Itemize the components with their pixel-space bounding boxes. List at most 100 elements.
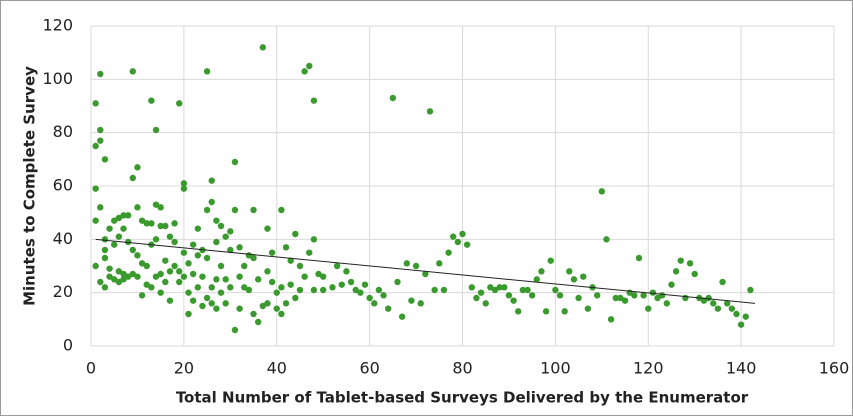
- point: [273, 305, 280, 312]
- point: [292, 294, 299, 302]
- point: [97, 204, 104, 211]
- point: [134, 204, 141, 211]
- point: [208, 300, 215, 307]
- point: [700, 297, 708, 304]
- point: [343, 268, 350, 275]
- point: [120, 212, 127, 219]
- point: [603, 236, 610, 243]
- point: [440, 286, 448, 294]
- point: [231, 206, 239, 214]
- point: [686, 260, 694, 267]
- point: [593, 292, 601, 299]
- point: [617, 294, 624, 302]
- point: [231, 326, 239, 334]
- point: [199, 302, 206, 310]
- point: [454, 238, 462, 246]
- point: [115, 214, 123, 222]
- point: [143, 281, 150, 288]
- point: [306, 249, 313, 256]
- point: [570, 276, 578, 283]
- point: [203, 254, 211, 262]
- point: [268, 278, 276, 286]
- point: [176, 268, 183, 275]
- point: [254, 276, 262, 283]
- point: [319, 273, 327, 280]
- point: [264, 300, 271, 307]
- point: [352, 286, 359, 294]
- point: [101, 246, 109, 254]
- point: [129, 246, 136, 254]
- point: [621, 297, 629, 304]
- point: [468, 284, 475, 291]
- point: [185, 260, 192, 267]
- point: [120, 276, 127, 283]
- point: [213, 217, 220, 224]
- x-tick-label: 120: [633, 359, 664, 378]
- point: [92, 217, 99, 224]
- point: [157, 289, 164, 296]
- point: [217, 222, 225, 230]
- point: [120, 225, 127, 232]
- y-tick-label: 20: [53, 282, 73, 301]
- point: [645, 305, 652, 312]
- x-tick-label: 100: [540, 359, 571, 378]
- point: [691, 270, 698, 278]
- point: [217, 289, 225, 296]
- point: [129, 68, 136, 75]
- point: [236, 305, 243, 312]
- point: [259, 302, 267, 310]
- point: [649, 289, 657, 296]
- point: [677, 257, 684, 264]
- y-tick-label: 60: [53, 176, 73, 195]
- point: [398, 313, 406, 320]
- point: [171, 220, 178, 227]
- point: [705, 294, 712, 302]
- point: [194, 225, 202, 232]
- point: [236, 244, 243, 251]
- x-axis-title: Total Number of Tablet-based Surveys Del…: [176, 389, 749, 407]
- point: [124, 212, 132, 219]
- point: [92, 185, 99, 192]
- point: [431, 286, 438, 294]
- point: [213, 238, 220, 246]
- point: [189, 297, 197, 304]
- point: [723, 300, 731, 307]
- point: [180, 273, 188, 280]
- point: [515, 308, 522, 315]
- point: [524, 286, 531, 294]
- point: [227, 228, 234, 235]
- point: [306, 62, 313, 70]
- point: [742, 313, 749, 320]
- point: [301, 273, 308, 280]
- point: [519, 286, 527, 294]
- point: [236, 273, 243, 280]
- point: [264, 268, 271, 275]
- point: [152, 126, 160, 134]
- x-tick-label: 20: [174, 359, 194, 378]
- point: [301, 68, 308, 75]
- point: [505, 292, 513, 299]
- point: [445, 249, 452, 256]
- point: [162, 222, 169, 230]
- point: [231, 158, 239, 166]
- point: [357, 289, 364, 296]
- point: [241, 262, 248, 270]
- point: [222, 276, 229, 283]
- point: [222, 233, 229, 240]
- point: [422, 270, 429, 278]
- point: [213, 276, 220, 283]
- point: [487, 284, 494, 291]
- point: [612, 294, 619, 302]
- point: [203, 206, 211, 214]
- point: [194, 252, 202, 259]
- point: [194, 284, 202, 291]
- point: [97, 126, 104, 134]
- point: [417, 300, 424, 307]
- point: [101, 254, 109, 262]
- point: [111, 276, 118, 283]
- point: [166, 297, 174, 304]
- point: [157, 204, 164, 211]
- point: [208, 177, 215, 184]
- point: [152, 236, 160, 243]
